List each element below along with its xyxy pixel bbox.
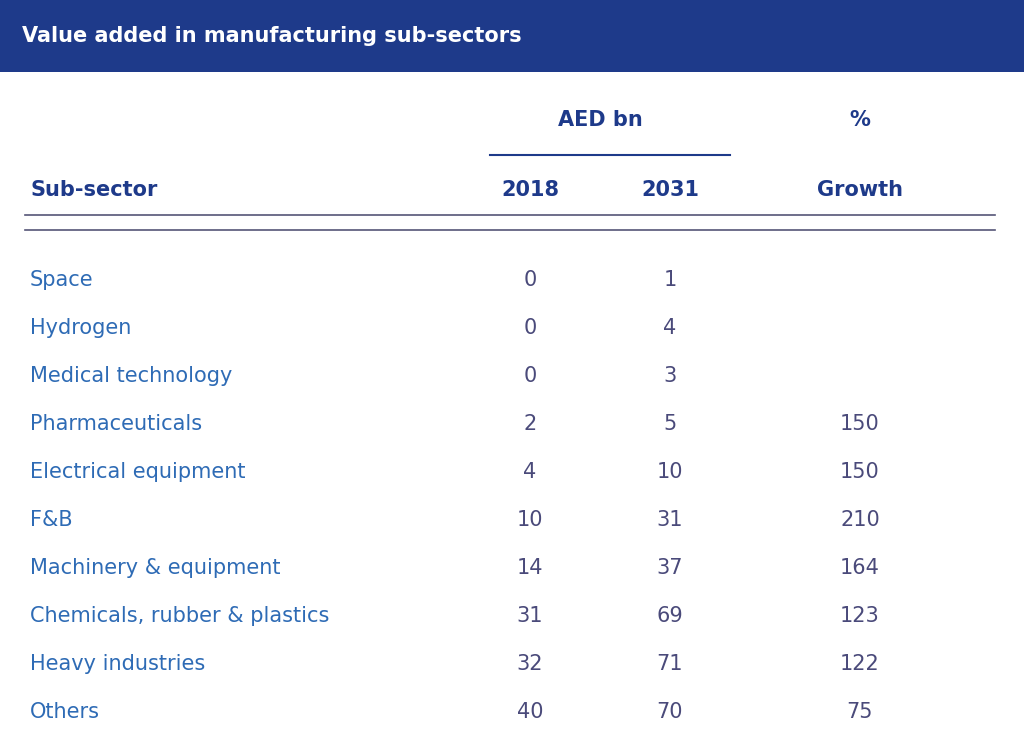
Text: 2018: 2018 [501, 180, 559, 200]
Text: Growth: Growth [817, 180, 903, 200]
Text: Value added in manufacturing sub-sectors: Value added in manufacturing sub-sectors [22, 26, 521, 46]
Text: 210: 210 [840, 510, 880, 530]
Text: Others: Others [30, 702, 100, 722]
Text: 123: 123 [840, 606, 880, 626]
Text: Medical technology: Medical technology [30, 366, 232, 386]
Text: 5: 5 [664, 414, 677, 434]
Text: 40: 40 [517, 702, 544, 722]
Text: 150: 150 [840, 462, 880, 482]
Text: 31: 31 [517, 606, 544, 626]
Text: 150: 150 [840, 414, 880, 434]
Text: 37: 37 [656, 558, 683, 578]
Text: Sub-sector: Sub-sector [30, 180, 158, 200]
Text: Space: Space [30, 270, 93, 290]
Text: 2031: 2031 [641, 180, 699, 200]
Text: 164: 164 [840, 558, 880, 578]
Text: 71: 71 [656, 654, 683, 674]
Text: AED bn: AED bn [558, 110, 642, 130]
Text: 1: 1 [664, 270, 677, 290]
Text: %: % [850, 110, 870, 130]
Text: 10: 10 [656, 462, 683, 482]
Text: Machinery & equipment: Machinery & equipment [30, 558, 281, 578]
Text: Hydrogen: Hydrogen [30, 318, 131, 338]
Text: 10: 10 [517, 510, 544, 530]
Text: 4: 4 [523, 462, 537, 482]
Text: 14: 14 [517, 558, 544, 578]
Text: 70: 70 [656, 702, 683, 722]
Text: 75: 75 [847, 702, 873, 722]
Text: 122: 122 [840, 654, 880, 674]
Text: 31: 31 [656, 510, 683, 530]
Text: 0: 0 [523, 366, 537, 386]
Text: 69: 69 [656, 606, 683, 626]
Text: Electrical equipment: Electrical equipment [30, 462, 246, 482]
Text: 3: 3 [664, 366, 677, 386]
Text: F&B: F&B [30, 510, 73, 530]
Text: 4: 4 [664, 318, 677, 338]
Text: Pharmaceuticals: Pharmaceuticals [30, 414, 202, 434]
Text: 2: 2 [523, 414, 537, 434]
Text: Chemicals, rubber & plastics: Chemicals, rubber & plastics [30, 606, 330, 626]
Text: 32: 32 [517, 654, 544, 674]
Text: 0: 0 [523, 270, 537, 290]
Text: Heavy industries: Heavy industries [30, 654, 205, 674]
Text: 0: 0 [523, 318, 537, 338]
